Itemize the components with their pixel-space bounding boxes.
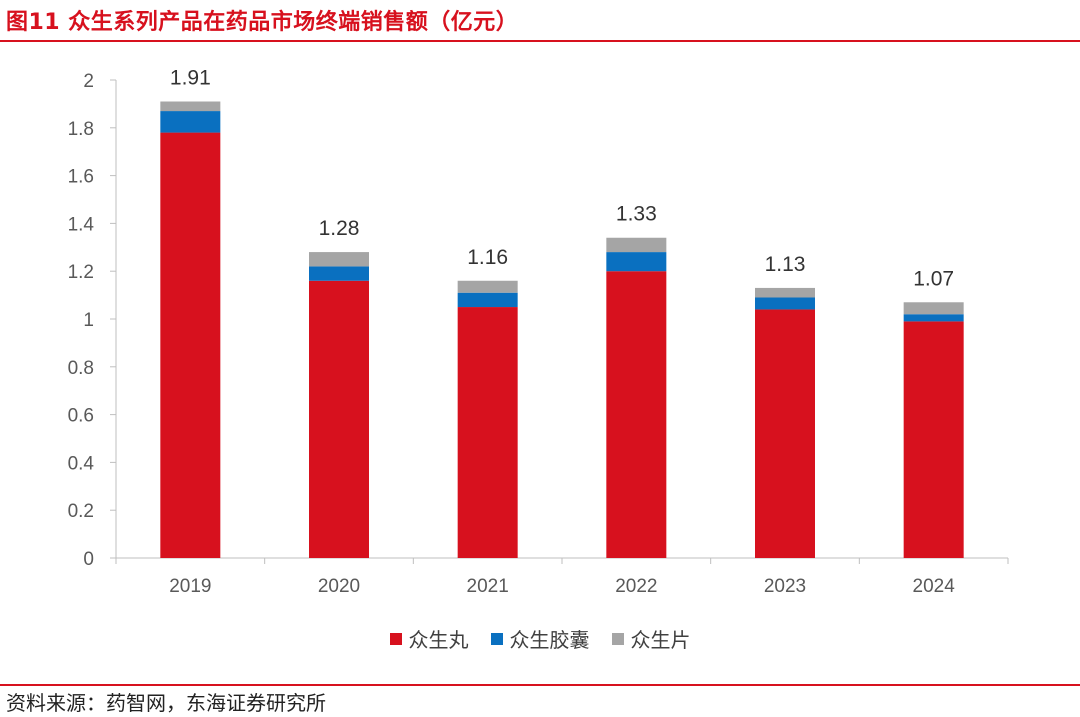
bar-segment-众生丸-2023 — [755, 309, 815, 558]
y-tick-label: 0.6 — [68, 406, 94, 427]
x-tick-label: 2021 — [467, 576, 509, 597]
bar-segment-众生丸-2024 — [903, 321, 964, 558]
y-tick-label: 1.2 — [68, 262, 94, 283]
bar-segment-众生胶囊-2023 — [755, 297, 815, 310]
x-tick-label: 2023 — [764, 576, 806, 597]
total-label-2024: 1.07 — [913, 267, 954, 290]
y-tick-label: 1.4 — [68, 214, 95, 235]
figure-title: 图11 众生系列产品在药品市场终端销售额（亿元） — [6, 10, 519, 35]
y-tick-label: 1.6 — [68, 167, 94, 188]
legend-item: 众生胶囊 — [490, 624, 590, 653]
x-tick-label: 2024 — [913, 576, 956, 597]
total-label-2020: 1.28 — [319, 217, 360, 240]
y-tick-label: 1 — [83, 310, 94, 331]
bar-segment-众生片-2024 — [903, 302, 964, 315]
bar-segment-众生丸-2019 — [160, 132, 221, 558]
legend-item: 众生丸 — [389, 624, 469, 653]
x-tick-label: 2019 — [169, 576, 211, 597]
legend-label: 众生片 — [630, 628, 691, 652]
bar-segment-众生胶囊-2021 — [457, 292, 518, 308]
legend-swatch — [611, 632, 624, 645]
y-tick-label: 0.4 — [68, 453, 95, 474]
bar-segment-众生片-2020 — [309, 252, 369, 267]
bar-segment-众生丸-2020 — [309, 280, 369, 558]
bar-segment-众生片-2019 — [160, 101, 221, 112]
source-rule — [0, 684, 1080, 686]
bar-segment-众生丸-2022 — [606, 271, 667, 558]
bar-segment-众生胶囊-2024 — [903, 314, 964, 322]
total-label-2019: 1.91 — [170, 67, 211, 90]
legend-item: 众生片 — [611, 624, 691, 653]
bar-segment-众生片-2023 — [755, 287, 815, 298]
bar-segment-众生丸-2021 — [457, 307, 518, 558]
legend-label: 众生胶囊 — [509, 628, 590, 652]
y-tick-label: 0.2 — [68, 501, 94, 522]
bar-segment-众生片-2022 — [606, 237, 667, 253]
bar-segment-众生胶囊-2022 — [606, 252, 667, 272]
title-rule — [0, 40, 1080, 42]
total-label-2021: 1.16 — [467, 246, 508, 269]
chart-legend: 众生丸 众生胶囊 众生片 — [0, 624, 1080, 653]
bar-segment-众生片-2021 — [457, 280, 518, 293]
total-label-2022: 1.33 — [616, 203, 657, 226]
legend-label: 众生丸 — [408, 628, 469, 652]
stacked-bar-chart: 0 0.2 0.4 0.6 0.8 1 1.2 1.4 1.6 1.8 2 1.91 2019 1.28 2… — [68, 67, 1009, 597]
source-note: 资料来源：药智网，东海证券研究所 — [6, 691, 326, 715]
x-tick-label: 2022 — [615, 576, 657, 597]
legend-swatch — [490, 632, 503, 645]
x-tick-label: 2020 — [318, 576, 360, 597]
y-tick-label: 0.8 — [68, 358, 94, 379]
bar-segment-众生胶囊-2019 — [160, 111, 221, 133]
legend-swatch — [389, 632, 402, 645]
bar-segment-众生胶囊-2020 — [309, 266, 369, 281]
y-tick-label: 2 — [83, 71, 94, 92]
total-label-2023: 1.13 — [765, 253, 806, 276]
y-tick-label: 1.8 — [68, 119, 94, 140]
y-tick-label: 0 — [83, 549, 94, 570]
